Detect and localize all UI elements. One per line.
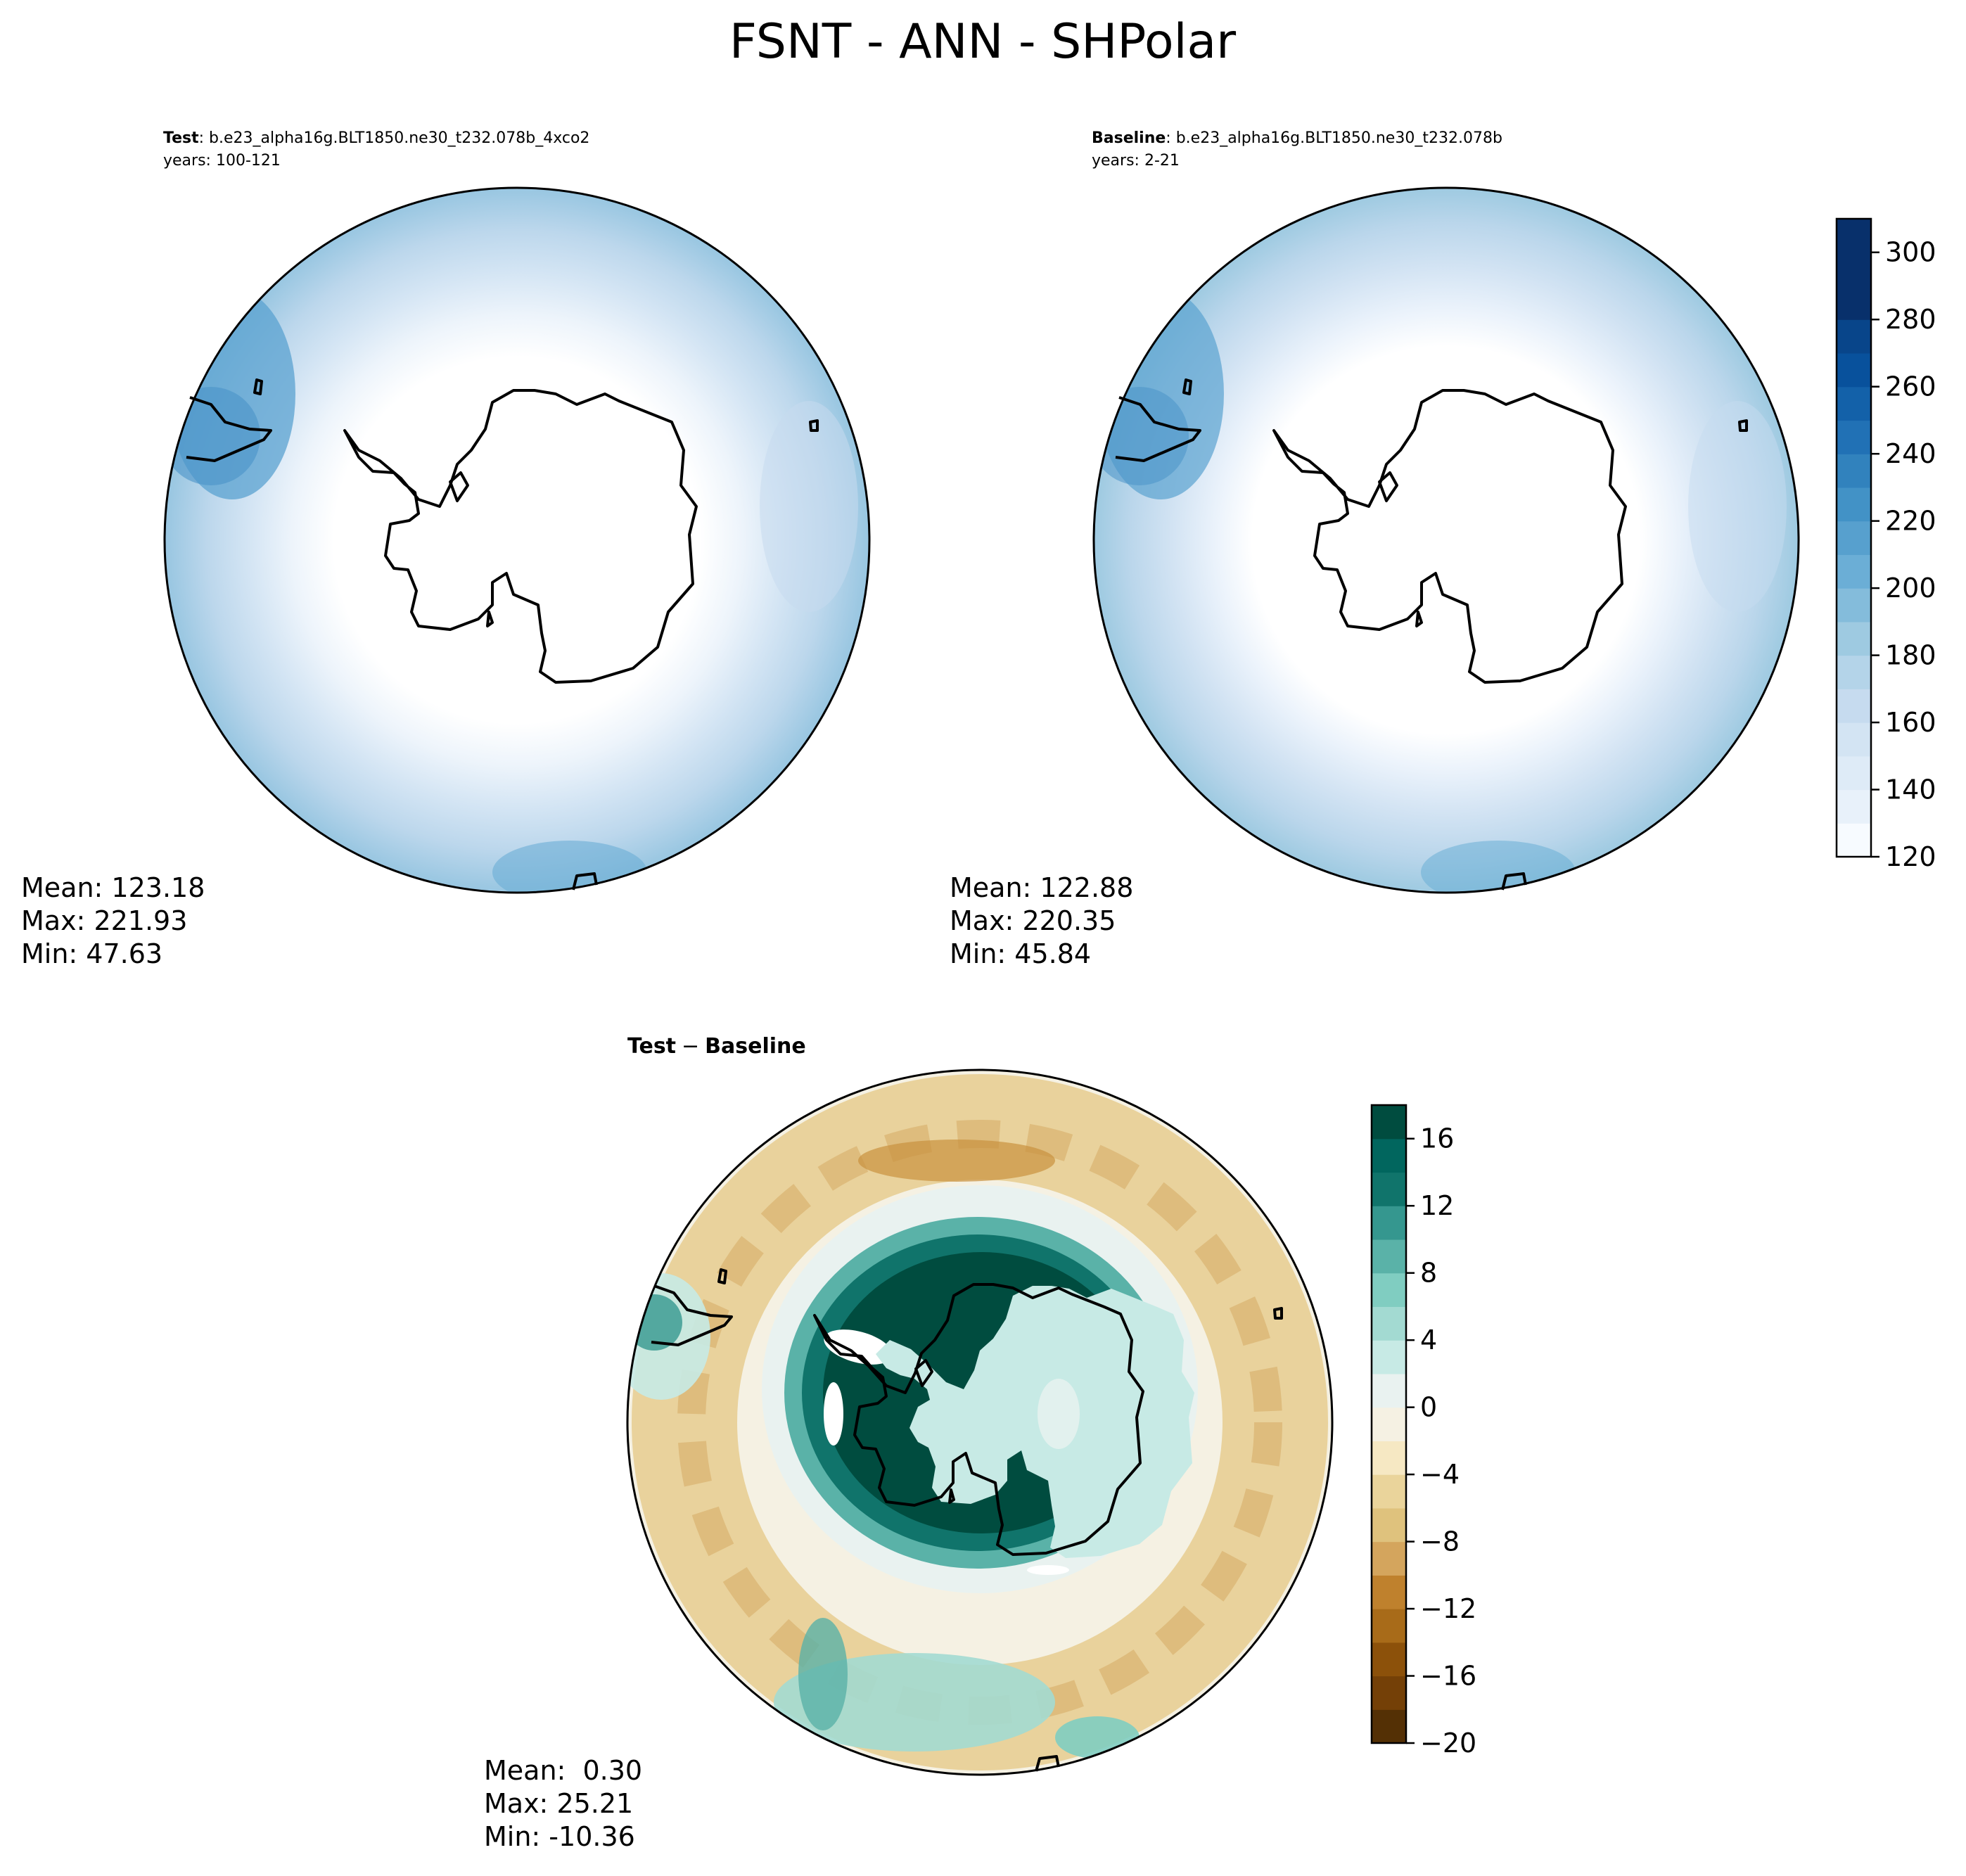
svg-text:Max: 221.93: Max: 221.93 bbox=[21, 905, 187, 936]
panel-difference: Test − Baseline bbox=[484, 1034, 1334, 1852]
diff-field bbox=[627, 1070, 1332, 1775]
colorbar-diff-segment bbox=[1372, 1407, 1406, 1441]
colorbar-fsnt-segment bbox=[1837, 219, 1871, 253]
baseline-map-boundary bbox=[1092, 186, 1800, 894]
colorbar-diff-segment bbox=[1372, 1138, 1406, 1173]
colorbar-diff: −20 −16 −12 −8 −4 0 4 8 12 16 bbox=[1370, 1104, 1476, 1759]
colorbar-diff-tick-label: −12 bbox=[1420, 1593, 1476, 1624]
colorbar-fsnt-segment bbox=[1837, 252, 1871, 287]
svg-text:Min: 47.63: Min: 47.63 bbox=[21, 938, 162, 969]
colorbar-fsnt-tick-label: 160 bbox=[1885, 707, 1936, 738]
diff-coastlines bbox=[651, 1268, 1283, 1772]
colorbar-diff-tick-label: 4 bbox=[1420, 1325, 1437, 1355]
colorbar-diff-segment bbox=[1372, 1642, 1406, 1677]
svg-text:Mean: 0.30: Mean: 0.30 bbox=[484, 1755, 642, 1786]
colorbar-diff-tick-label: −16 bbox=[1420, 1661, 1476, 1692]
colorbar-fsnt-tick-label: 180 bbox=[1885, 640, 1936, 671]
test-years: years: 100-121 bbox=[163, 152, 281, 170]
colorbar-fsnt-tick-label: 140 bbox=[1885, 774, 1936, 805]
colorbar-diff-segment bbox=[1372, 1474, 1406, 1509]
test-coastlines bbox=[186, 378, 819, 891]
colorbar-fsnt-segment bbox=[1837, 554, 1871, 589]
svg-text:Max: 25.21: Max: 25.21 bbox=[484, 1788, 633, 1819]
colorbar-diff-segment bbox=[1372, 1609, 1406, 1643]
svg-text:Mean: 122.88: Mean: 122.88 bbox=[950, 872, 1133, 903]
colorbar-fsnt-segment bbox=[1837, 755, 1871, 791]
colorbar-fsnt-segment bbox=[1837, 352, 1871, 388]
colorbar-diff-segment bbox=[1372, 1239, 1406, 1274]
colorbar-fsnt-segment bbox=[1837, 789, 1871, 824]
svg-text:Min: 45.84: Min: 45.84 bbox=[950, 938, 1091, 969]
colorbar-diff-tick-label: 8 bbox=[1420, 1258, 1437, 1289]
baseline-label: Baseline: b.e23_alpha16g.BLT1850.ne30_t2… bbox=[1092, 129, 1502, 147]
colorbar-diff-segment bbox=[1372, 1272, 1406, 1308]
colorbar-fsnt-tick-label: 120 bbox=[1885, 841, 1936, 872]
colorbar-diff-tick-label: −20 bbox=[1420, 1728, 1476, 1759]
colorbar-diff-tick-label: 16 bbox=[1420, 1123, 1454, 1154]
test-stats: Mean: 123.18 Max: 221.93 Min: 47.63 bbox=[21, 872, 205, 969]
svg-text:Max: 220.35: Max: 220.35 bbox=[950, 905, 1116, 936]
colorbar-fsnt-segment bbox=[1837, 454, 1871, 488]
colorbar-fsnt-segment bbox=[1837, 655, 1871, 689]
svg-text:Mean: 123.18: Mean: 123.18 bbox=[21, 872, 205, 903]
colorbar-diff-frame bbox=[1370, 1104, 1408, 1744]
colorbar-fsnt-segment bbox=[1837, 689, 1871, 723]
colorbar-fsnt-frame bbox=[1835, 217, 1872, 858]
colorbar-fsnt-tick-label: 260 bbox=[1885, 371, 1936, 402]
colorbar-diff-segment bbox=[1372, 1373, 1406, 1408]
diff-map-boundary bbox=[626, 1068, 1334, 1776]
baseline-years: years: 2-21 bbox=[1092, 152, 1180, 170]
colorbar-diff-segment bbox=[1372, 1172, 1406, 1206]
colorbar-diff-tick-label: −8 bbox=[1420, 1526, 1460, 1557]
colorbar-fsnt-tick-label: 240 bbox=[1885, 438, 1936, 469]
panel-test: Test: b.e23_alpha16g.BLT1850.ne30_t232.0… bbox=[21, 129, 871, 969]
colorbar-diff-segment bbox=[1372, 1709, 1406, 1744]
diff-label: Test − Baseline bbox=[627, 1034, 806, 1059]
colorbar-fsnt: 120 140 160 180 200 220 240 260 280 300 bbox=[1835, 217, 1936, 872]
colorbar-diff-segment bbox=[1372, 1306, 1406, 1341]
colorbar-fsnt-segment bbox=[1837, 521, 1871, 555]
baseline-coastlines bbox=[1115, 378, 1748, 891]
colorbar-fsnt-segment bbox=[1837, 487, 1871, 522]
colorbar-fsnt-tick-label: 280 bbox=[1885, 304, 1936, 335]
colorbar-fsnt-tick-label: 200 bbox=[1885, 573, 1936, 604]
colorbar-fsnt-segment bbox=[1837, 722, 1871, 757]
svg-text:Min: -10.36: Min: -10.36 bbox=[484, 1821, 635, 1852]
figure-title: FSNT - ANN - SHPolar bbox=[729, 14, 1236, 70]
panel-baseline: Baseline: b.e23_alpha16g.BLT1850.ne30_t2… bbox=[950, 129, 1800, 969]
diff-stats: Mean: 0.30 Max: 25.21 Min: -10.36 bbox=[484, 1755, 642, 1852]
baseline-stats: Mean: 122.88 Max: 220.35 Min: 45.84 bbox=[950, 872, 1133, 969]
colorbar-diff-segment bbox=[1372, 1676, 1406, 1710]
colorbar-fsnt-segment bbox=[1837, 319, 1871, 354]
colorbar-fsnt-segment bbox=[1837, 286, 1871, 320]
colorbar-diff-tick-label: 0 bbox=[1420, 1392, 1437, 1423]
baseline-field bbox=[1094, 188, 1799, 893]
colorbar-diff-segment bbox=[1372, 1507, 1406, 1543]
colorbar-fsnt-tick-label: 220 bbox=[1885, 506, 1936, 537]
colorbar-diff-segment bbox=[1372, 1206, 1406, 1240]
test-label: Test: b.e23_alpha16g.BLT1850.ne30_t232.0… bbox=[163, 129, 589, 147]
test-map-boundary bbox=[163, 186, 871, 894]
colorbar-fsnt-segment bbox=[1837, 621, 1871, 656]
colorbar-diff-segment bbox=[1372, 1541, 1406, 1576]
colorbar-diff-segment bbox=[1372, 1441, 1406, 1475]
colorbar-diff-tick-label: −4 bbox=[1420, 1459, 1460, 1490]
colorbar-fsnt-segment bbox=[1837, 823, 1871, 857]
colorbar-diff-segment bbox=[1372, 1105, 1406, 1140]
colorbar-fsnt-segment bbox=[1837, 386, 1871, 421]
colorbar-fsnt-tick-label: 300 bbox=[1885, 237, 1936, 268]
colorbar-diff-segment bbox=[1372, 1575, 1406, 1609]
colorbar-diff-segment bbox=[1372, 1340, 1406, 1374]
test-field bbox=[165, 188, 869, 893]
colorbar-fsnt-segment bbox=[1837, 420, 1871, 454]
colorbar-fsnt-segment bbox=[1837, 588, 1871, 623]
colorbar-diff-tick-label: 12 bbox=[1420, 1190, 1454, 1221]
